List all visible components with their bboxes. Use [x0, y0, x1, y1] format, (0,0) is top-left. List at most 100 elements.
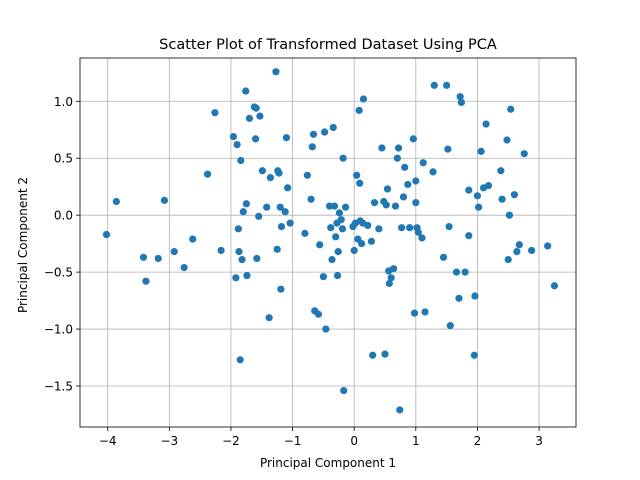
scatter-point: [452, 268, 461, 276]
scatter-point: [338, 225, 347, 233]
scatter-point: [303, 171, 311, 179]
x-tick-label: 1: [412, 434, 420, 448]
scatter-point: [252, 135, 260, 143]
y-tick-label: −0.5: [44, 266, 73, 280]
scatter-point: [245, 114, 254, 122]
y-tick-label: −1.5: [44, 380, 73, 394]
scatter-point: [482, 120, 490, 128]
scatter-point: [383, 185, 392, 193]
scatter-point: [401, 163, 409, 171]
scatter-point: [277, 285, 285, 293]
scatter-point: [353, 171, 361, 179]
scatter-point: [439, 253, 448, 261]
scatter-point: [503, 136, 511, 144]
scatter-point: [550, 282, 559, 290]
scatter-point: [484, 181, 493, 190]
scatter-point: [337, 216, 345, 224]
scatter-point: [263, 203, 271, 211]
scatter-point: [385, 279, 393, 288]
scatter-point: [235, 248, 243, 256]
scatter-point: [357, 240, 366, 248]
scatter-point: [252, 104, 260, 112]
scatter-point: [332, 233, 340, 241]
scatter-point: [355, 106, 363, 114]
scatter-point: [239, 208, 247, 216]
scatter-point: [233, 140, 241, 149]
data-points: [102, 68, 559, 414]
scatter-point: [273, 245, 281, 253]
scatter-point: [382, 201, 390, 209]
plot-area-frame: [79, 57, 577, 428]
x-tick-label: 0: [350, 434, 358, 448]
scatter-point: [475, 203, 483, 211]
scatter-point: [229, 132, 238, 141]
scatter-point: [544, 242, 552, 250]
scatter-point: [154, 254, 162, 263]
scatter-point: [314, 310, 323, 318]
scatter-point: [139, 253, 148, 261]
scatter-point: [329, 123, 337, 132]
scatter-point: [455, 294, 463, 302]
scatter-point: [390, 265, 398, 273]
scatter-point: [112, 197, 120, 206]
scatter-point: [497, 167, 505, 175]
scatter-point: [367, 237, 376, 245]
scatter-point: [333, 271, 342, 280]
scatter-point: [369, 351, 377, 359]
scatter-point: [396, 406, 404, 414]
y-tick-label: 0.0: [54, 209, 73, 223]
x-tick-label: 2: [474, 434, 482, 448]
scatter-point: [387, 274, 395, 282]
scatter-point: [520, 150, 528, 158]
scatter-point: [498, 195, 506, 203]
scatter-point: [203, 170, 212, 178]
scatter-point: [409, 135, 417, 143]
scatter-point: [301, 229, 309, 237]
scatter-point: [504, 255, 512, 264]
scatter-point: [266, 173, 274, 182]
scatter-point: [418, 234, 426, 242]
scatter-point: [237, 156, 245, 165]
scatter-point: [256, 112, 264, 120]
scatter-point: [429, 168, 437, 176]
scatter-point: [275, 169, 283, 177]
scatter-point: [276, 203, 284, 211]
scatter-point: [370, 199, 379, 207]
scatter-point: [282, 134, 291, 142]
scatter-point: [217, 246, 225, 255]
scatter-point: [446, 322, 454, 330]
scatter-point: [142, 277, 150, 285]
scatter-point: [473, 192, 482, 200]
y-tick-label: 1.0: [54, 95, 73, 109]
scatter-point: [456, 93, 464, 101]
scatter-point: [510, 191, 518, 199]
scatter-point: [393, 154, 401, 162]
scatter-point: [322, 325, 330, 333]
scatter-point: [180, 263, 188, 272]
scatter-point: [325, 202, 334, 210]
scatter-point: [277, 222, 286, 231]
scatter-point: [445, 222, 453, 231]
scatter-point: [238, 255, 246, 264]
scatter-point: [286, 219, 294, 227]
scatter-point: [465, 232, 473, 240]
scatter-point: [327, 224, 335, 232]
scatter-point: [356, 179, 364, 187]
scatter-point: [412, 199, 420, 207]
x-tick-label: −2: [222, 434, 240, 448]
scatter-point: [381, 350, 389, 358]
scatter-point: [330, 202, 339, 210]
scatter-point: [378, 144, 386, 152]
scatter-point: [339, 154, 347, 162]
scatter-point: [234, 225, 242, 233]
scatter-point: [430, 81, 438, 89]
scatter-point: [321, 128, 329, 136]
scatter-point: [477, 147, 485, 155]
scatter-point: [236, 356, 244, 364]
scatter-point: [258, 167, 266, 175]
scatter-point: [170, 248, 178, 256]
scatter-point: [528, 246, 536, 255]
x-tick-label: −1: [284, 434, 302, 448]
scatter-point: [211, 109, 219, 117]
